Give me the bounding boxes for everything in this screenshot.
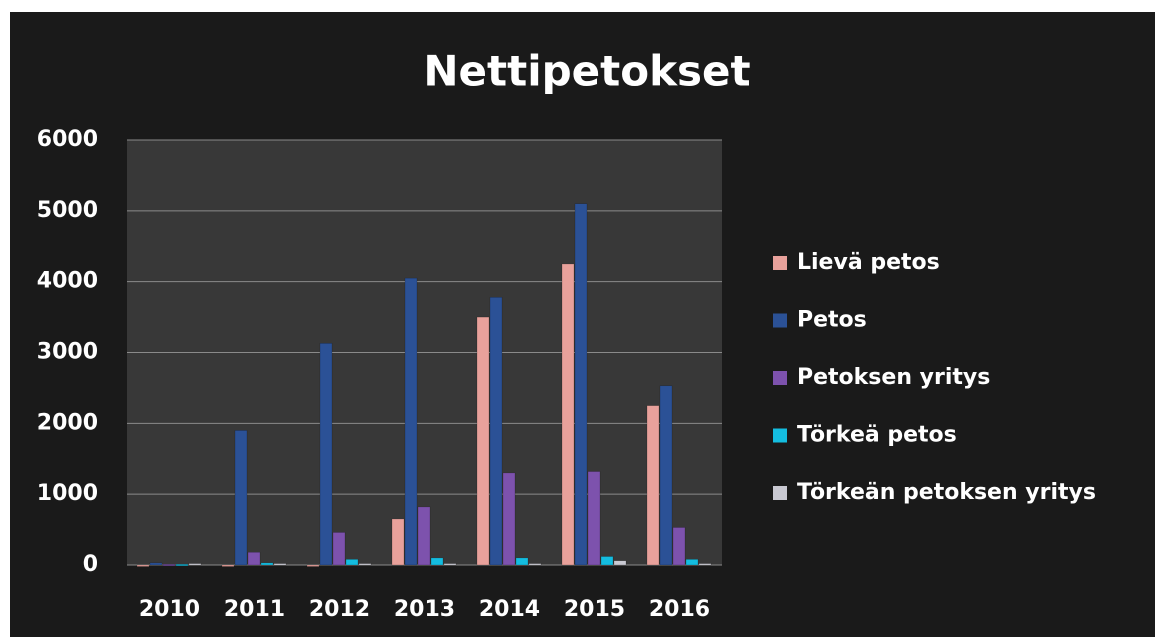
legend-swatch	[773, 256, 787, 270]
y-tick-label: 3000	[37, 340, 98, 365]
bar	[561, 263, 575, 566]
y-tick-label: 1000	[37, 481, 98, 506]
bar	[162, 564, 176, 567]
bar	[149, 562, 163, 566]
bar	[260, 562, 274, 566]
bar	[306, 564, 320, 567]
bar	[646, 405, 660, 566]
bar	[502, 472, 516, 566]
bar	[332, 532, 346, 566]
x-tick-label: 2011	[224, 597, 285, 622]
bar	[345, 559, 359, 566]
bar	[698, 563, 712, 566]
y-tick-label: 2000	[37, 410, 98, 435]
x-tick-label: 2010	[139, 597, 200, 622]
bar	[515, 557, 529, 566]
legend-label: Törkeän petoksen yritys	[797, 480, 1096, 505]
bar	[476, 316, 490, 566]
bar	[587, 471, 601, 566]
bar	[600, 556, 614, 566]
bar	[188, 563, 202, 566]
bar	[574, 203, 588, 566]
x-tick-label: 2013	[394, 597, 455, 622]
bar	[175, 564, 189, 567]
bar	[528, 563, 542, 566]
legend-label: Petos	[797, 308, 867, 333]
y-tick-label: 5000	[37, 198, 98, 223]
bar	[672, 527, 686, 566]
bar	[417, 506, 431, 566]
bar	[489, 297, 503, 566]
y-tick-label: 6000	[37, 127, 98, 152]
bar	[430, 557, 444, 566]
legend-swatch	[773, 371, 787, 385]
bar	[391, 518, 405, 566]
bar	[234, 430, 248, 566]
x-tick-label: 2012	[309, 597, 370, 622]
legend-swatch	[773, 486, 787, 500]
bar	[136, 564, 150, 567]
x-tick-label: 2014	[479, 597, 540, 622]
y-tick-label: 4000	[37, 269, 98, 294]
legend-swatch	[773, 428, 787, 443]
bar	[659, 385, 673, 566]
bar	[358, 563, 372, 566]
chart-title: Nettipetokset	[423, 47, 750, 96]
legend-label: Lievä petos	[797, 250, 940, 275]
x-tick-label: 2016	[649, 597, 710, 622]
legend-swatch	[773, 313, 787, 328]
bar	[685, 559, 699, 566]
bar	[404, 277, 418, 566]
legend-label: Petoksen yritys	[797, 365, 990, 390]
bar	[273, 563, 287, 566]
bar	[319, 343, 333, 566]
bar	[443, 563, 457, 566]
bar	[247, 552, 261, 566]
y-tick-label: 0	[83, 552, 98, 577]
x-tick-label: 2015	[564, 597, 625, 622]
bar	[221, 564, 235, 567]
legend-label: Törkeä petos	[797, 423, 957, 448]
bar	[613, 560, 627, 566]
